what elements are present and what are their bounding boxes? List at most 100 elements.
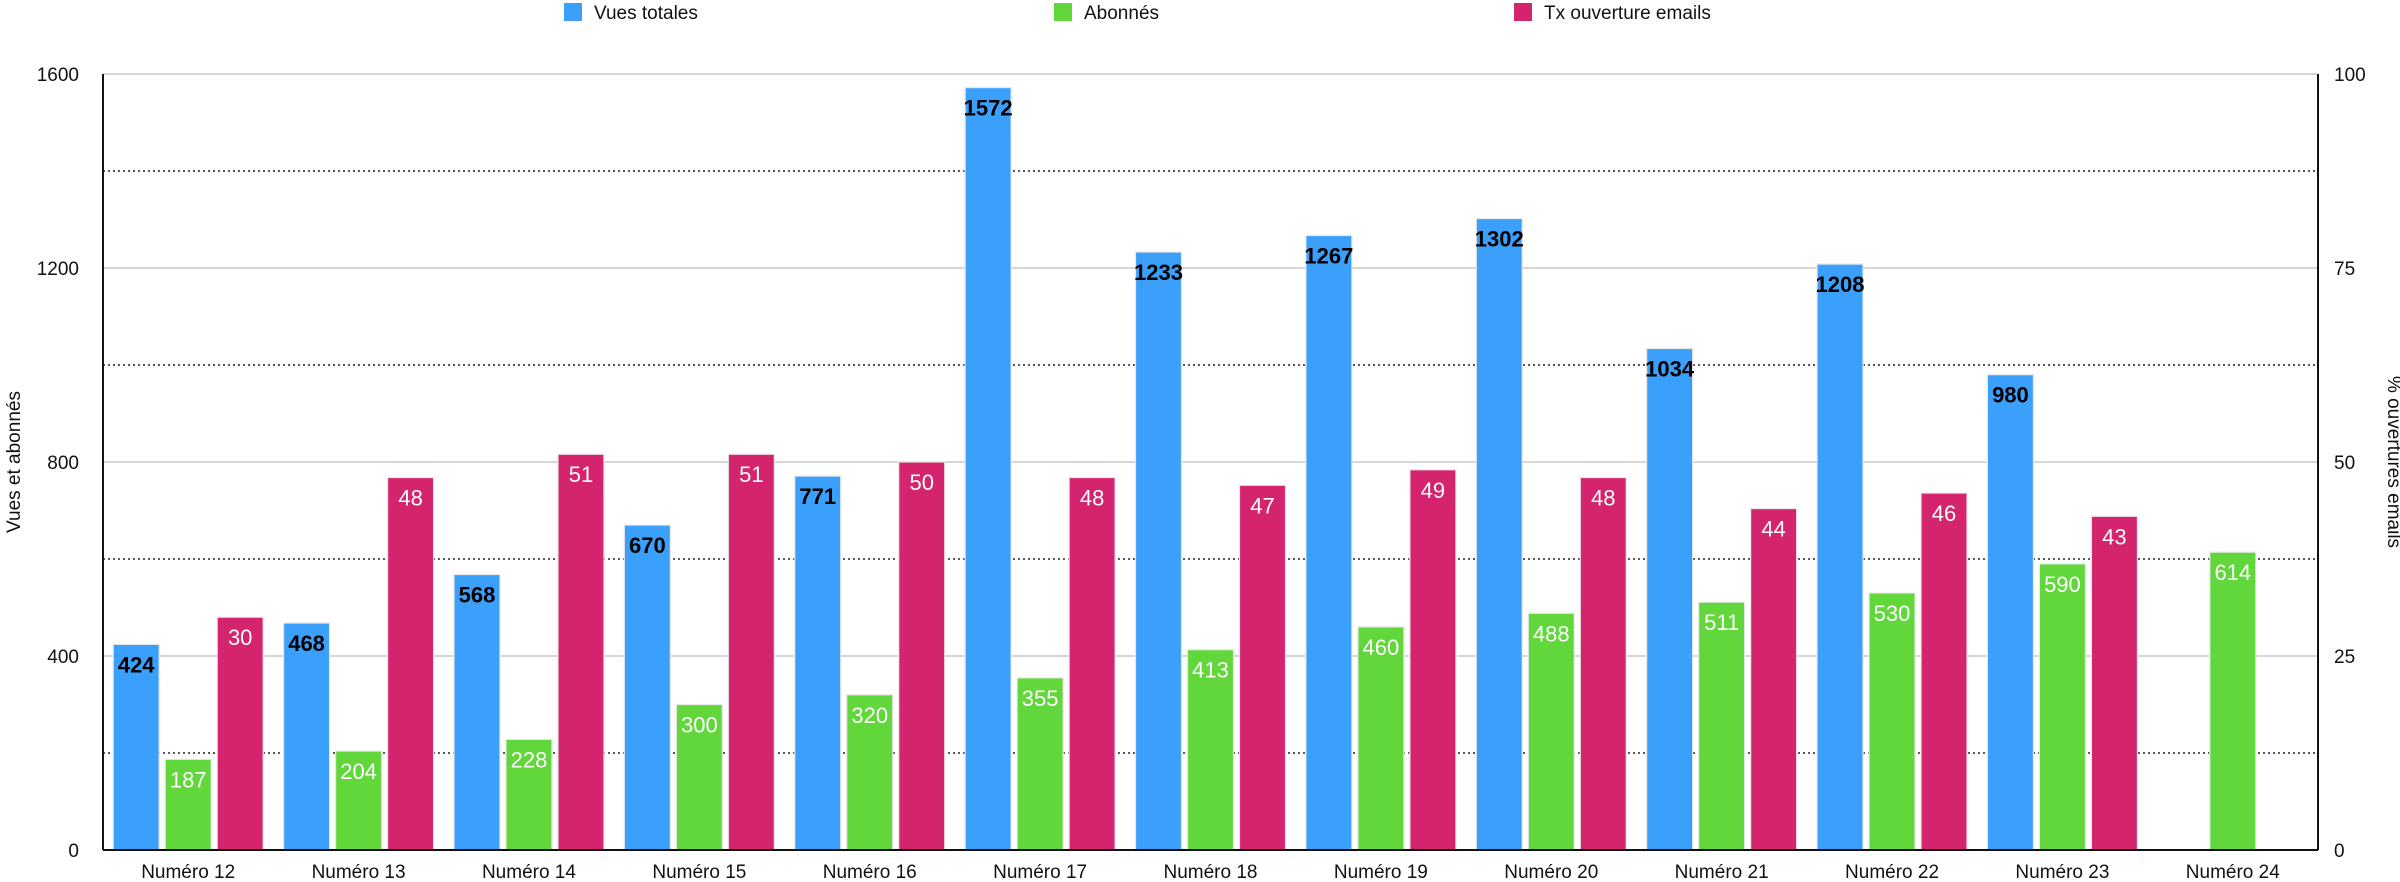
data-label: 670 bbox=[629, 533, 666, 558]
bar bbox=[1750, 507, 1798, 851]
bar bbox=[1305, 234, 1353, 851]
data-label: 614 bbox=[2214, 560, 2251, 585]
y-axis-title-left: Vues et abonnés bbox=[4, 391, 25, 533]
data-label: 49 bbox=[1421, 478, 1445, 503]
x-tick-label: Numéro 12 bbox=[141, 862, 235, 882]
x-tick-label: Numéro 22 bbox=[1845, 862, 1939, 882]
y-axis-title-right: % ouvertures emails bbox=[2383, 376, 2400, 548]
y-tick-label-right: 50 bbox=[2334, 453, 2355, 474]
data-label: 300 bbox=[681, 713, 718, 738]
data-label: 47 bbox=[1250, 493, 1274, 518]
x-tick-label: Numéro 18 bbox=[1164, 862, 1258, 882]
y-tick-label-right: 75 bbox=[2334, 259, 2355, 280]
legend-swatch bbox=[1514, 3, 1532, 21]
bar bbox=[1238, 484, 1287, 851]
data-label: 1034 bbox=[1645, 357, 1695, 382]
bar bbox=[1646, 347, 1694, 851]
bar bbox=[1186, 649, 1235, 851]
bar bbox=[1920, 492, 1968, 851]
bar bbox=[727, 453, 775, 851]
bar bbox=[1016, 677, 1064, 851]
x-tick-label: Numéro 14 bbox=[482, 862, 576, 882]
data-label: 30 bbox=[228, 625, 252, 650]
data-label: 568 bbox=[459, 583, 496, 608]
legend-swatch bbox=[564, 3, 582, 21]
y-tick-label-right: 100 bbox=[2334, 65, 2366, 86]
x-tick-label: Numéro 15 bbox=[652, 862, 746, 882]
data-label: 44 bbox=[1761, 517, 1785, 542]
data-label: 413 bbox=[1192, 658, 1229, 683]
data-label: 48 bbox=[1080, 486, 1104, 511]
y-tick-label-right: 0 bbox=[2334, 841, 2345, 862]
bar bbox=[1868, 592, 1916, 851]
bar bbox=[1409, 469, 1457, 851]
bar bbox=[794, 475, 842, 851]
bar bbox=[1986, 374, 2035, 851]
bars bbox=[112, 86, 2257, 851]
bar bbox=[1134, 251, 1183, 851]
bar bbox=[1579, 476, 1627, 851]
bar bbox=[1068, 476, 1116, 851]
bar bbox=[282, 622, 331, 851]
legend-swatch bbox=[1054, 3, 1072, 21]
x-tick-label: Numéro 21 bbox=[1675, 862, 1769, 882]
bar bbox=[846, 694, 894, 851]
data-label: 187 bbox=[170, 767, 207, 792]
bar bbox=[334, 750, 383, 851]
x-tick-label: Numéro 13 bbox=[312, 862, 406, 882]
data-label: 488 bbox=[1533, 621, 1570, 646]
data-label: 460 bbox=[1363, 635, 1400, 660]
bar bbox=[1816, 263, 1864, 851]
axes: Numéro 12 Numéro 13 Numéro 14 Numéro 15 Numé… bbox=[4, 65, 2400, 882]
bar bbox=[453, 573, 501, 851]
data-label: 1302 bbox=[1475, 227, 1524, 252]
data-label: 590 bbox=[2044, 572, 2081, 597]
data-label: 1572 bbox=[964, 96, 1013, 121]
data-label: 48 bbox=[398, 486, 422, 511]
data-label: 228 bbox=[511, 747, 548, 772]
bar bbox=[1527, 612, 1575, 851]
bar bbox=[1357, 626, 1405, 851]
data-label: 50 bbox=[909, 470, 933, 495]
y-tick-label-left: 800 bbox=[47, 453, 79, 474]
bar bbox=[898, 461, 946, 851]
data-label: 424 bbox=[118, 652, 155, 677]
bar bbox=[112, 643, 160, 851]
data-label: 511 bbox=[1704, 610, 1739, 635]
data-label: 46 bbox=[1932, 501, 1956, 526]
y-tick-label-left: 0 bbox=[68, 841, 79, 862]
bar bbox=[1475, 217, 1523, 851]
legend-label: Tx ouverture emails bbox=[1544, 3, 1711, 24]
data-labels: 424 187 30 468 204 48 568 228 51 670 300 51 771 320 50… bbox=[118, 96, 2251, 793]
data-label: 204 bbox=[340, 759, 377, 784]
x-tick-label: Numéro 16 bbox=[823, 862, 917, 882]
data-label: 1208 bbox=[1816, 272, 1865, 297]
bar bbox=[2209, 551, 2257, 851]
y-tick-label-left: 1600 bbox=[37, 65, 79, 86]
data-label: 771 bbox=[799, 484, 836, 509]
bar bbox=[2038, 563, 2087, 851]
data-label: 43 bbox=[2102, 524, 2126, 549]
data-label: 320 bbox=[851, 703, 888, 728]
legend-label: Abonnés bbox=[1084, 3, 1159, 24]
data-label: 51 bbox=[739, 462, 763, 487]
data-label: 530 bbox=[1874, 601, 1911, 626]
bar bbox=[216, 616, 264, 851]
bar bbox=[386, 476, 435, 851]
bar bbox=[505, 738, 553, 851]
bar bbox=[557, 453, 605, 851]
y-tick-label-right: 25 bbox=[2334, 647, 2355, 668]
data-label: 1267 bbox=[1304, 244, 1353, 269]
bar bbox=[675, 703, 723, 851]
bar bbox=[2090, 515, 2139, 851]
y-tick-label-left: 1200 bbox=[37, 259, 79, 280]
data-label: 1233 bbox=[1134, 260, 1183, 285]
x-tick-label: Numéro 19 bbox=[1334, 862, 1428, 882]
legend-label: Vues totales bbox=[594, 3, 698, 24]
data-label: 355 bbox=[1022, 686, 1059, 711]
x-tick-label: Numéro 20 bbox=[1504, 862, 1598, 882]
bar bbox=[964, 86, 1012, 851]
bar bbox=[1698, 601, 1746, 851]
